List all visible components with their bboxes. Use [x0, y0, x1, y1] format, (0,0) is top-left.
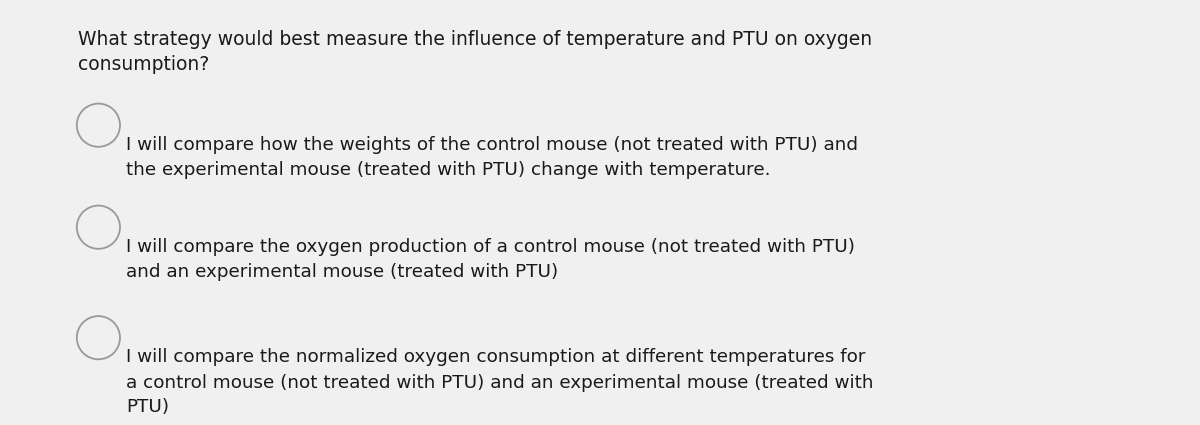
Text: I will compare the oxygen production of a control mouse (not treated with PTU)
a: I will compare the oxygen production of …: [126, 238, 854, 281]
Text: I will compare how the weights of the control mouse (not treated with PTU) and
t: I will compare how the weights of the co…: [126, 136, 858, 179]
Text: What strategy would best measure the influence of temperature and PTU on oxygen
: What strategy would best measure the inf…: [78, 30, 872, 74]
Text: I will compare the normalized oxygen consumption at different temperatures for
a: I will compare the normalized oxygen con…: [126, 348, 874, 416]
